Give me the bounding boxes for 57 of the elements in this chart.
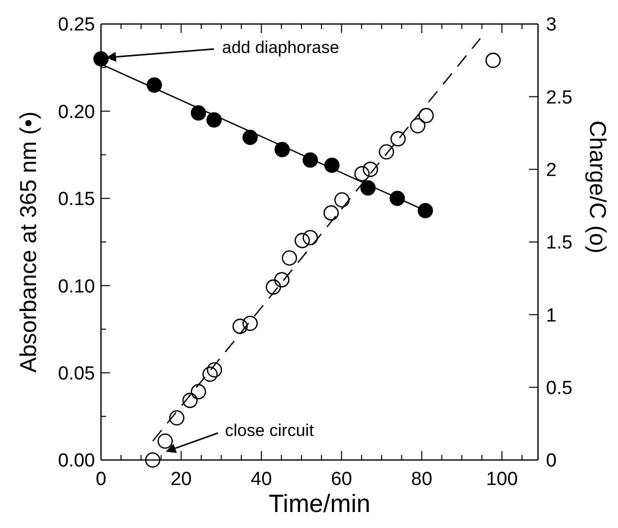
- point: [282, 250, 298, 266]
- point: [362, 162, 378, 177]
- point: [242, 130, 258, 146]
- y-tick-label: 0.15: [58, 189, 95, 210]
- point: [146, 77, 162, 93]
- point: [266, 279, 282, 295]
- y2-tick-label: 2: [546, 160, 557, 181]
- point: [274, 272, 290, 288]
- point: [202, 366, 218, 382]
- x-axis-title: Time/min: [268, 490, 370, 518]
- point: [390, 131, 406, 146]
- point: [157, 433, 173, 449]
- y2-axis-title: Charge/C (o): [585, 120, 611, 254]
- point: [206, 112, 222, 128]
- point: [145, 452, 160, 468]
- x-tick-label: 20: [170, 469, 192, 490]
- point: [323, 205, 339, 221]
- annotation: add diaphorase: [222, 38, 340, 57]
- x-tick-label: 0: [96, 469, 106, 490]
- point: [334, 192, 350, 208]
- y-tick-label: 0.10: [58, 276, 95, 298]
- x-tick-label: 40: [250, 469, 272, 490]
- point: [302, 230, 318, 246]
- y-axis-title: Absorbance at 365 nm (•): [15, 111, 41, 373]
- point: [242, 316, 258, 332]
- point: [182, 392, 198, 408]
- annotation: close circuit: [225, 421, 314, 440]
- point: [190, 105, 206, 121]
- point: [390, 190, 405, 206]
- x-tick-label: 100: [486, 469, 518, 490]
- y2-tick-label: 1: [546, 305, 557, 326]
- point: [206, 362, 222, 378]
- point: [418, 202, 433, 218]
- point: [169, 410, 184, 426]
- x-tick-label: 80: [411, 469, 432, 490]
- y2-tick-label: 3: [546, 14, 557, 36]
- point: [354, 166, 370, 182]
- point: [410, 118, 426, 134]
- point: [190, 384, 206, 400]
- point: [294, 232, 310, 248]
- point: [324, 158, 340, 173]
- y2-tick-label: 0.5: [546, 378, 572, 399]
- y-tick-label: 0.25: [58, 14, 95, 36]
- point: [232, 318, 248, 334]
- point: [274, 142, 290, 158]
- point: [485, 52, 501, 68]
- y-tick-label: 0.00: [58, 450, 95, 472]
- point: [93, 51, 109, 67]
- y2-tick-label: 2.5: [546, 87, 572, 108]
- y2-tick-label: 1.5: [546, 232, 572, 254]
- point: [418, 108, 434, 124]
- point: [302, 152, 318, 168]
- y-tick-label: 0.20: [58, 102, 95, 123]
- point: [378, 144, 394, 160]
- y2-tick-label: 0: [546, 450, 557, 472]
- x-tick-label: 60: [330, 469, 352, 490]
- y-tick-label: 0.05: [58, 363, 95, 384]
